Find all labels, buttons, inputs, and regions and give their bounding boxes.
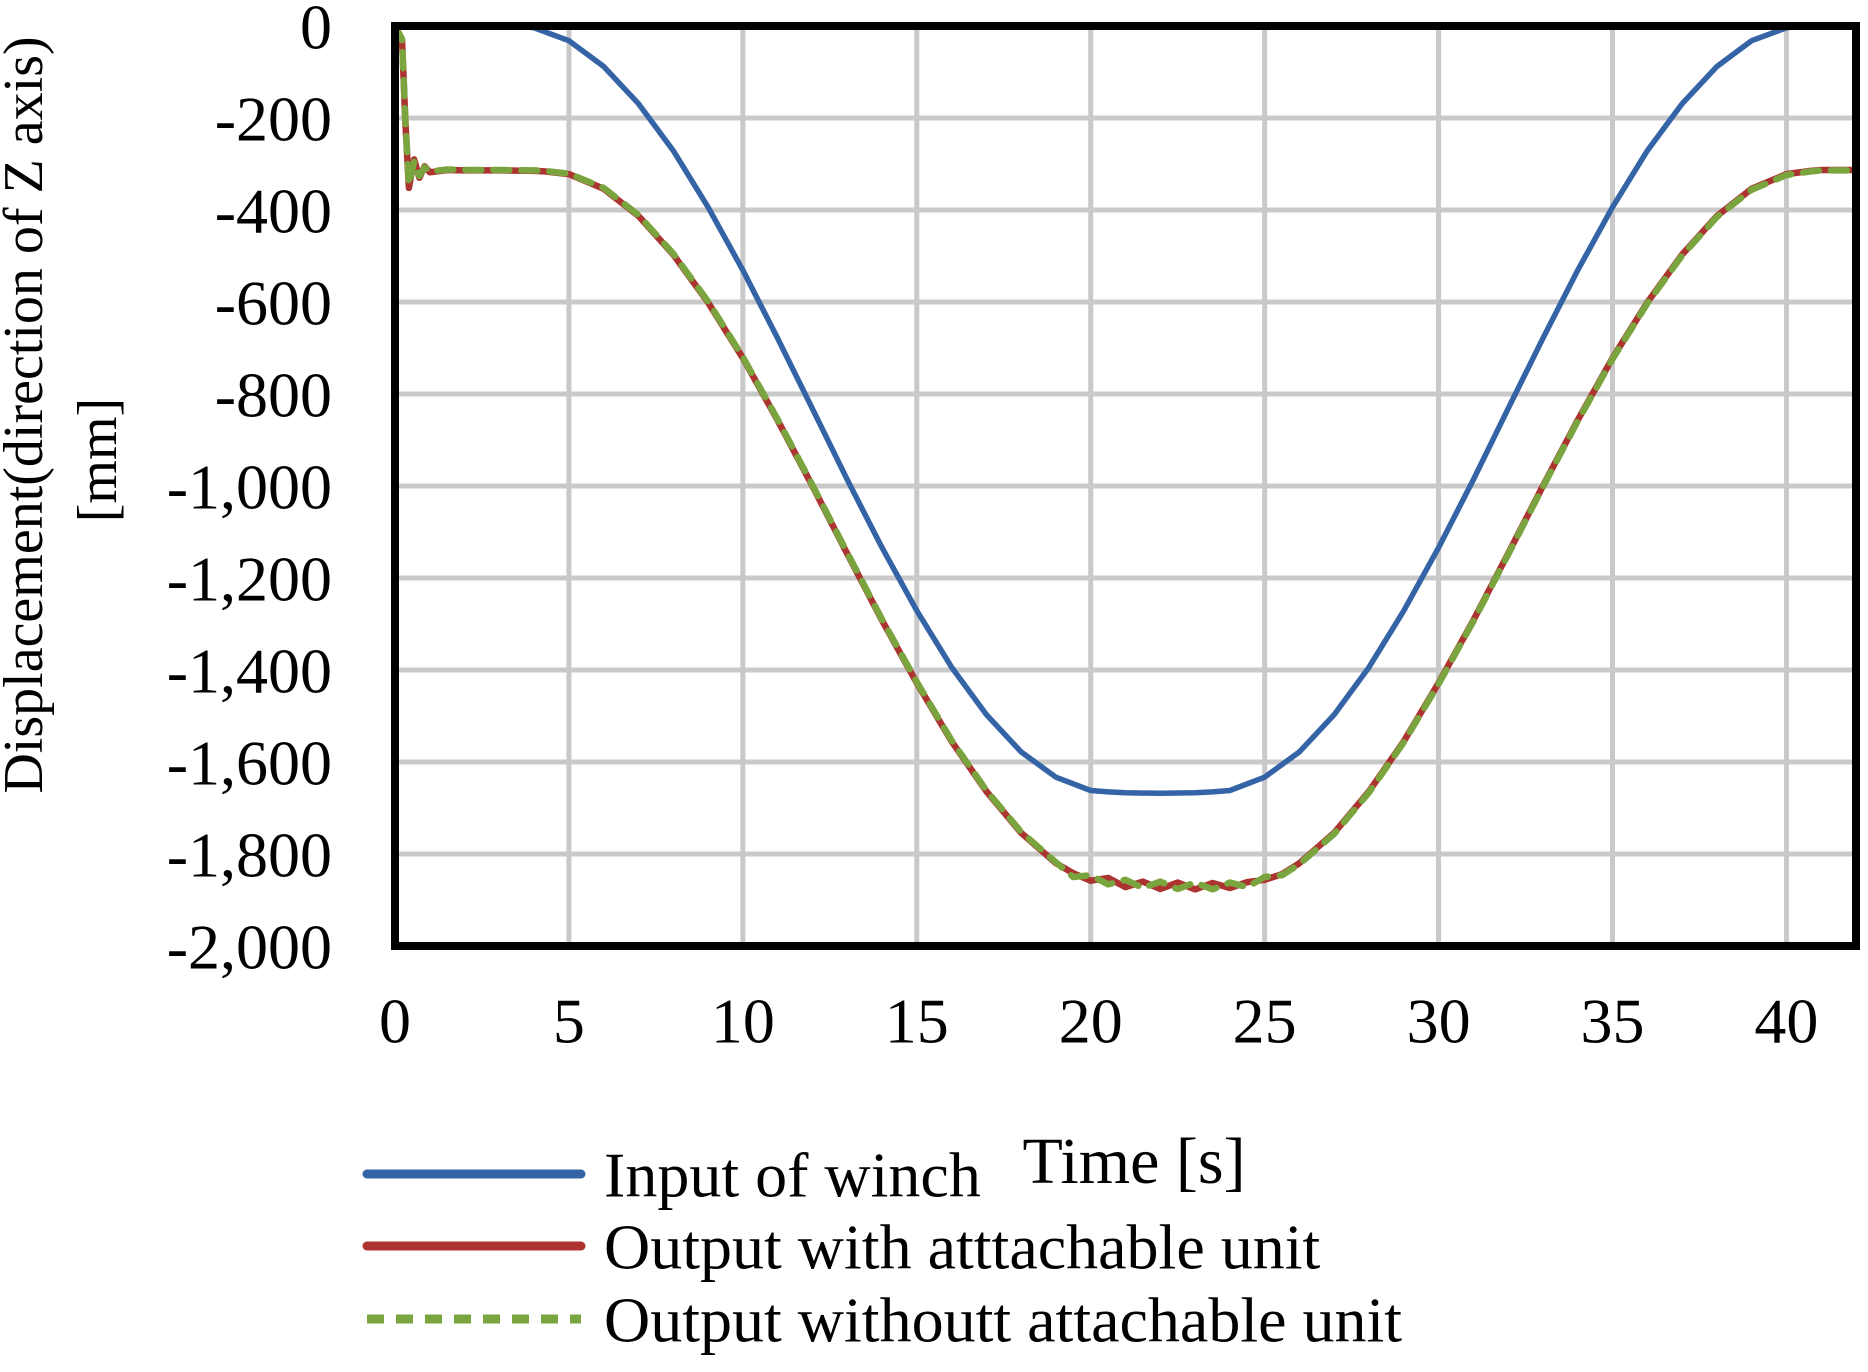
y-tick-label: -800 <box>215 359 332 430</box>
legend-item-label: Output with atttachable unit <box>604 1211 1321 1282</box>
x-tick-label: 15 <box>885 985 949 1056</box>
legend-item-label: Input of winch <box>604 1139 981 1210</box>
x-tick-label: 0 <box>379 985 411 1056</box>
y-tick-label: -1,600 <box>167 727 332 798</box>
legend-item: Input of winch <box>362 1139 981 1210</box>
x-axis-title: Time [s] <box>1022 1125 1245 1198</box>
y-tick-label: -2,000 <box>167 911 332 982</box>
data-curves <box>391 22 1860 893</box>
legend-item-label: Output withoutt attachable unit <box>604 1284 1402 1355</box>
y-tick-label: 0 <box>300 0 332 62</box>
x-tick-label: 5 <box>553 985 585 1056</box>
plot-border <box>391 22 1860 950</box>
series-curve-1 <box>391 22 1860 893</box>
y-tick-label: -400 <box>215 175 332 246</box>
y-axis-tick-labels: 0 -200 -400 -600 -800 -1,000 -1,200 -1,400 -1,60… <box>167 0 332 982</box>
series-curve-0 <box>392 23 1859 797</box>
y-axis-title: Displacement(direction of Z axis) <box>0 36 55 793</box>
y-tick-label: -600 <box>215 267 332 338</box>
y-tick-label: -1,200 <box>167 543 332 614</box>
x-tick-label: 25 <box>1233 985 1297 1056</box>
legend-item: Output with atttachable unit <box>362 1211 1321 1282</box>
x-tick-label: 20 <box>1059 985 1123 1056</box>
x-tick-label: 30 <box>1407 985 1471 1056</box>
x-tick-label: 35 <box>1581 985 1645 1056</box>
y-axis-unit-label: [mm] <box>67 398 129 522</box>
x-tick-label: 10 <box>711 985 775 1056</box>
y-tick-label: -1,800 <box>167 819 332 890</box>
x-axis-tick-labels: 0 5 10 15 20 25 30 35 40 <box>379 985 1818 1056</box>
y-tick-label: -1,400 <box>167 635 332 706</box>
y-tick-label: -1,000 <box>167 451 332 522</box>
x-tick-label: 40 <box>1754 985 1818 1056</box>
legend-item: Output withoutt attachable unit <box>367 1284 1402 1355</box>
y-tick-label: -200 <box>215 83 332 154</box>
